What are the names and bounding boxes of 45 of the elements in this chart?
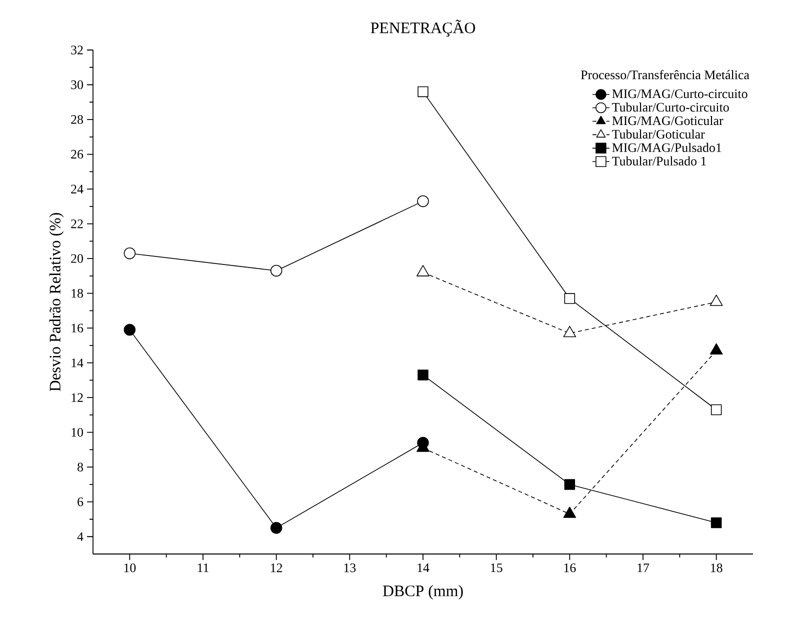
- legend-label: Tubular/Curto-circuito: [612, 102, 729, 112]
- legend-label: MIG/MAG/Goticular: [612, 116, 724, 126]
- y-tick-label: 14: [72, 358, 84, 368]
- y-tick-label: 22: [71, 220, 83, 228]
- point: [418, 370, 428, 380]
- y-axis-title: Desvio Padrão Relativo (%): [49, 213, 64, 392]
- point: [564, 479, 576, 490]
- point: [270, 264, 282, 277]
- y-tick-label: 32: [71, 46, 83, 54]
- y-tick-label: 26: [71, 150, 84, 159]
- y-tick-label: 16: [72, 324, 84, 332]
- x-tick-label: 12: [270, 563, 282, 572]
- chart-title: PENETRAÇÃO: [370, 20, 476, 37]
- point: [418, 86, 428, 98]
- x-tick-label: 16: [564, 563, 576, 572]
- y-tick-label: 30: [71, 80, 84, 90]
- y-tick-label: 6: [78, 498, 84, 506]
- point: [710, 404, 722, 416]
- point: [710, 517, 722, 528]
- legend-label: MIG/MAG/Curto-circuito: [612, 89, 748, 98]
- legend-title: Processo/Transferência Metálica: [580, 70, 750, 80]
- legend-label: Tubular/Pulsado 1: [612, 156, 706, 166]
- point: [417, 195, 429, 208]
- x-axis-title: DBCP (mm): [382, 585, 463, 600]
- point: [124, 324, 136, 336]
- y-tick-label: 12: [72, 393, 83, 402]
- y-tick-label: 8: [78, 462, 84, 472]
- point: [564, 293, 576, 304]
- x-tick-label: 11: [198, 564, 208, 572]
- legend-label: Tubular/Goticular: [612, 129, 705, 139]
- x-tick-label: 13: [344, 563, 356, 572]
- x-tick-label: 10: [124, 564, 136, 572]
- point: [124, 247, 136, 260]
- x-tick-label: 15: [490, 564, 502, 572]
- y-tick-label: 28: [71, 115, 84, 124]
- x-tick-label: 14: [418, 564, 430, 572]
- y-tick-label: 4: [77, 532, 84, 541]
- x-tick-label: 17: [638, 564, 650, 572]
- x-tick-label: 18: [710, 564, 722, 572]
- y-tick-label: 10: [72, 428, 84, 437]
- y-tick-label: 24: [71, 184, 84, 194]
- y-tick-label: 18: [72, 288, 84, 298]
- point: [270, 522, 282, 534]
- legend-label: MIG/MAG/Pulsado1: [612, 142, 722, 152]
- y-tick-label: 20: [71, 254, 84, 263]
